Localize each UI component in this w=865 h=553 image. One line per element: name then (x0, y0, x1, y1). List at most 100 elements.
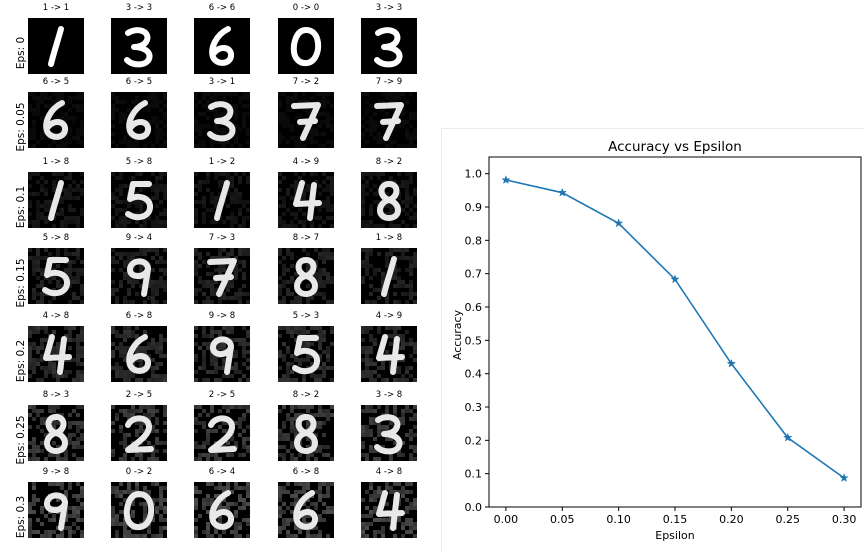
y-axis-label: Accuracy (451, 309, 464, 360)
chart-title: Accuracy vs Epsilon (608, 139, 742, 155)
digit-image-0 (111, 482, 167, 538)
adversarial-examples-grid: Eps: 0 1 -> 1 3 -> 3 6 -> 6 0 -> 0 3 -> 3 Eps:… (0, 0, 430, 553)
digit-image-3 (111, 18, 167, 74)
data-point-star (839, 473, 849, 483)
row-label-eps: Eps: 0.05 (15, 102, 27, 152)
example-title: 9 -> 8 (42, 467, 70, 477)
digit-image-7 (194, 248, 250, 304)
example-title: 5 -> 8 (42, 233, 70, 243)
row-label-eps: Eps: 0.2 (15, 339, 27, 383)
example-title: 3 -> 3 (375, 3, 403, 13)
digit-image-2 (194, 405, 250, 461)
digit-image-9 (28, 482, 84, 538)
digit-image-3 (361, 18, 417, 74)
digit-image-4 (278, 172, 334, 228)
digit-image-5 (278, 326, 334, 382)
example-title: 2 -> 5 (125, 390, 153, 400)
y-tick-label: 0.4 (465, 368, 483, 381)
digit-image-6 (278, 482, 334, 538)
y-tick-label: 1.0 (465, 168, 483, 181)
digit-image-1 (28, 172, 84, 228)
data-point-star (501, 175, 511, 185)
digit-image-8 (28, 405, 84, 461)
example-title: 9 -> 8 (208, 311, 236, 321)
digit-image-8 (278, 405, 334, 461)
example-title: 3 -> 1 (208, 77, 236, 87)
example-title: 5 -> 8 (125, 157, 153, 167)
example-title: 4 -> 8 (375, 467, 403, 477)
digit-image-6 (194, 482, 250, 538)
plot-frame (488, 156, 862, 508)
example-title: 7 -> 2 (292, 77, 320, 87)
digit-image-1 (194, 172, 250, 228)
example-title: 6 -> 5 (125, 77, 153, 87)
data-point-star (613, 218, 624, 228)
y-tick-label: 0.5 (465, 334, 483, 347)
digit-image-8 (361, 172, 417, 228)
digit-image-6 (28, 92, 84, 148)
accuracy-chart-svg: Accuracy vs Epsilon Epsilon Accuracy 0.0… (451, 139, 862, 542)
y-tick-label: 0.7 (465, 268, 483, 281)
digit-image-3 (194, 92, 250, 148)
example-title: 3 -> 3 (125, 3, 153, 13)
example-title: 1 -> 8 (42, 157, 70, 167)
x-tick-label: 0.15 (663, 513, 688, 526)
digit-image-6 (111, 326, 167, 382)
row-label-eps: Eps: 0.1 (15, 185, 27, 229)
digit-image-6 (194, 18, 250, 74)
example-title: 4 -> 9 (292, 157, 320, 167)
y-tick-label: 0.3 (465, 401, 483, 414)
example-title: 8 -> 3 (42, 390, 70, 400)
data-point-star (726, 358, 737, 368)
digit-image-0 (278, 18, 334, 74)
example-title: 1 -> 1 (42, 3, 70, 13)
data-point-star (783, 432, 793, 442)
digit-image-9 (111, 248, 167, 304)
digit-image-7 (361, 92, 417, 148)
y-tick-label: 0.8 (465, 234, 483, 247)
example-title: 6 -> 5 (42, 77, 70, 87)
example-title: 1 -> 2 (208, 157, 236, 167)
digit-image-5 (28, 248, 84, 304)
digit-image-9 (194, 326, 250, 382)
example-title: 6 -> 8 (125, 311, 153, 321)
digit-image-7 (278, 92, 334, 148)
x-tick-label: 0.25 (775, 513, 800, 526)
example-title: 6 -> 8 (292, 467, 320, 477)
y-tick-label: 0.1 (465, 468, 483, 481)
y-tick-label: 0.9 (465, 201, 483, 214)
example-title: 6 -> 4 (208, 467, 236, 477)
example-title: 1 -> 8 (375, 233, 403, 243)
accuracy-chart: Accuracy vs Epsilon Epsilon Accuracy 0.0… (441, 128, 865, 551)
digit-image-4 (361, 482, 417, 538)
example-title: 9 -> 4 (125, 233, 153, 243)
digit-image-4 (28, 326, 84, 382)
digit-image-4 (361, 326, 417, 382)
row-label-eps: Eps: 0.3 (15, 495, 27, 539)
digit-image-1 (28, 18, 84, 74)
example-title: 8 -> 7 (292, 233, 320, 243)
example-title: 0 -> 0 (292, 3, 320, 13)
y-tick-label: 0.2 (465, 434, 483, 447)
x-axis-label: Epsilon (655, 529, 695, 542)
digit-image-1 (361, 248, 417, 304)
example-title: 8 -> 2 (292, 390, 320, 400)
x-tick-label: 0.30 (832, 513, 857, 526)
digit-image-8 (278, 248, 334, 304)
x-tick-label: 0.05 (550, 513, 575, 526)
y-tick-label: 0.0 (465, 501, 483, 514)
row-label-eps: Eps: 0.25 (15, 415, 27, 465)
data-point-star (670, 274, 680, 284)
example-title: 7 -> 9 (375, 77, 403, 87)
example-title: 5 -> 3 (292, 311, 320, 321)
example-title: 4 -> 9 (375, 311, 403, 321)
example-title: 8 -> 2 (375, 157, 403, 167)
x-tick-label: 0.20 (719, 513, 744, 526)
x-tick-label: 0.10 (606, 513, 631, 526)
digit-image-5 (111, 172, 167, 228)
accuracy-series-line (505, 179, 845, 479)
example-title: 3 -> 8 (375, 390, 403, 400)
digit-image-6 (111, 92, 167, 148)
x-tick-label: 0.00 (494, 513, 519, 526)
row-label-eps: Eps: 0.15 (15, 258, 27, 308)
